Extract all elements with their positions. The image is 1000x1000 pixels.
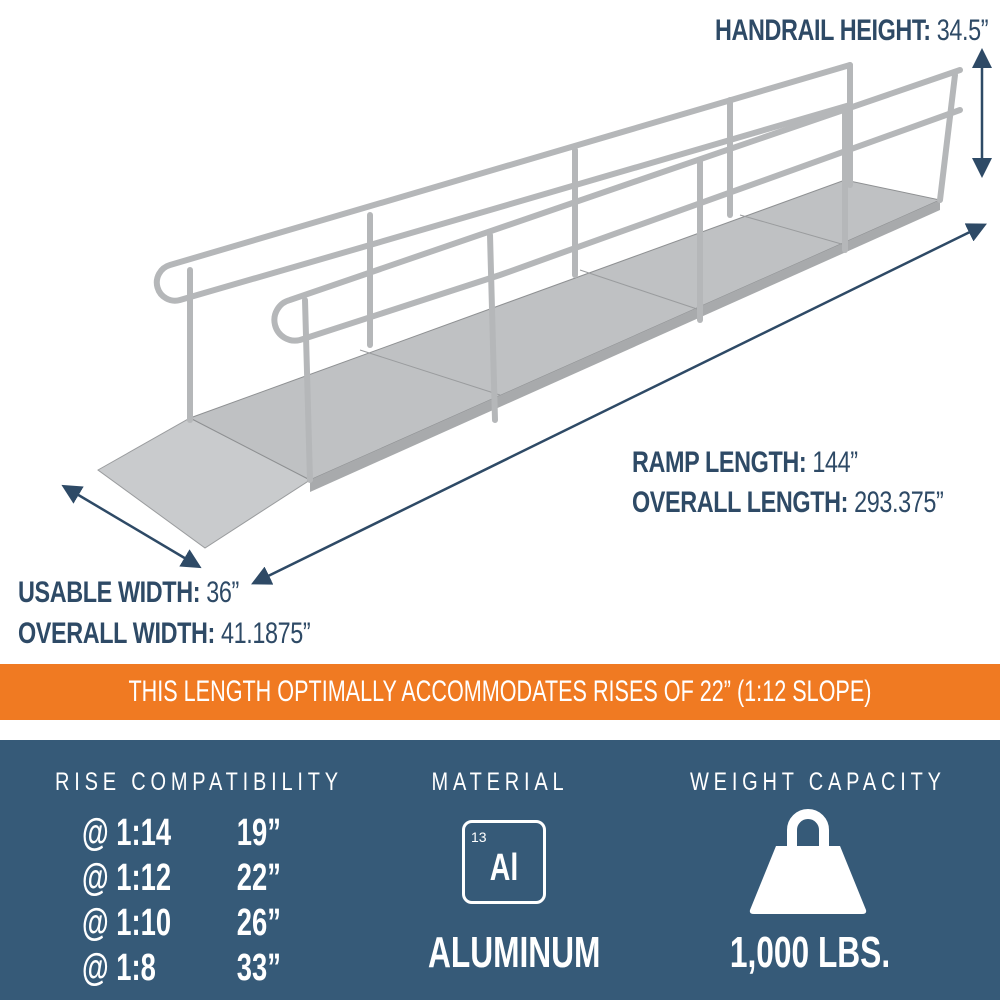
width-arrow — [61, 484, 202, 569]
ramp-length-label: RAMP LENGTH: 144” — [632, 446, 858, 479]
material-title: MATERIAL — [431, 768, 569, 796]
weight-icon — [749, 809, 867, 914]
rise-row: @ 1:14 19” — [82, 812, 281, 854]
weight-title: WEIGHT CAPACITY — [690, 768, 946, 796]
overall-length-label: OVERALL LENGTH: 293.375” — [632, 486, 944, 519]
rise-row: @ 1:10 26” — [82, 902, 281, 944]
rise-title: RISE COMPATIBILITY — [55, 768, 343, 796]
rise-banner: THIS LENGTH OPTIMALLY ACCOMMODATES RISES… — [0, 664, 1000, 720]
banner-text: THIS LENGTH OPTIMALLY ACCOMMODATES RISES… — [128, 675, 872, 708]
specs-panel: RISE COMPATIBILITY @ 1:14 19” @ 1:12 22” @… — [0, 740, 1000, 1000]
element-symbol: Al — [489, 847, 519, 889]
weight-value: 1,000 LBS. — [729, 928, 891, 977]
overall-width-label: OVERALL WIDTH: 41.1875” — [18, 617, 311, 650]
element-tile-icon: 13 Al — [462, 820, 546, 904]
rise-row: @ 1:8 33” — [82, 947, 281, 989]
handrail-height-label: HANDRAIL HEIGHT: 34.5” — [715, 14, 989, 47]
length-arrow — [251, 223, 987, 585]
rise-row: @ 1:12 22” — [82, 857, 281, 899]
ramp-illustration — [61, 48, 992, 585]
atomic-number: 13 — [471, 829, 487, 845]
usable-width-label: USABLE WIDTH: 36” — [18, 576, 239, 609]
material-name: ALUMINUM — [428, 928, 601, 977]
